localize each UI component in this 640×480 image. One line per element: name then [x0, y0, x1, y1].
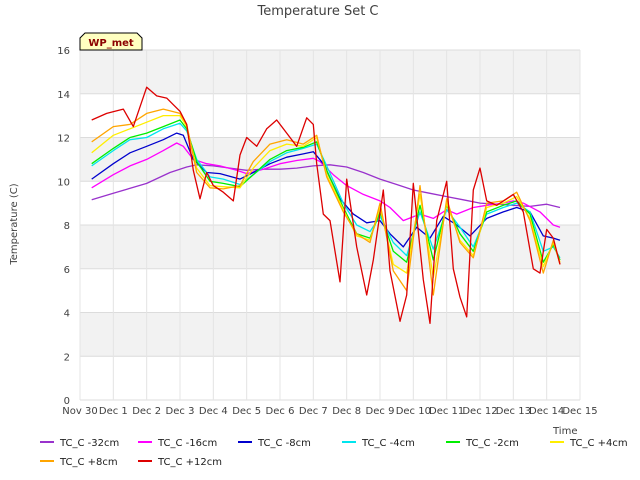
series-line-0: [91, 164, 561, 209]
x-tick-label: Dec 12: [462, 406, 497, 417]
legend: TC_C -32cm TC_C -16cm TC_C -8cm TC_C -4cm TC…: [40, 438, 628, 468]
grid-lines: [79, 49, 581, 401]
legend-item: TC_C -16cm: [138, 438, 217, 449]
x-tick-label: Dec 2: [132, 406, 161, 417]
y-tick-label: 4: [64, 309, 70, 320]
legend-label: TC_C +12cm: [157, 457, 222, 468]
y-axis-ticks: 0 2 4 6 8 10 12 14 16: [57, 46, 70, 407]
legend-label: TC_C -4cm: [361, 438, 415, 449]
x-tick-label: Dec 4: [199, 406, 228, 417]
x-axis-label: Time: [552, 426, 577, 437]
legend-item: TC_C -8cm: [238, 438, 311, 449]
y-tick-label: 2: [64, 352, 70, 363]
y-tick-label: 16: [57, 46, 70, 57]
x-axis-ticks: Nov 30 Dec 1 Dec 2 Dec 3 Dec 4 Dec 5 Dec 6 Dec …: [62, 406, 597, 417]
legend-item: TC_C -32cm: [40, 438, 119, 449]
legend-item: TC_C +8cm: [40, 457, 118, 468]
x-tick-label: Nov 30: [62, 406, 97, 417]
badge-shape: [79, 32, 143, 51]
station-badge: WP_met: [79, 32, 143, 51]
y-tick-label: 12: [57, 134, 70, 145]
x-tick-label: Dec 10: [396, 406, 431, 417]
plot-band: [80, 50, 580, 94]
y-tick-label: 0: [64, 396, 70, 407]
x-tick-label: Dec 15: [562, 406, 597, 417]
series-line-7: [91, 86, 561, 325]
legend-item: TC_C +4cm: [550, 438, 628, 449]
x-tick-label: Dec 13: [496, 406, 531, 417]
chart-title: Temperature Set C: [256, 4, 378, 19]
legend-label: TC_C +4cm: [569, 438, 628, 449]
badge-label: WP_met: [88, 38, 134, 49]
plot-band: [80, 312, 580, 357]
x-tick-label: Dec 3: [166, 406, 195, 417]
x-tick-label: Dec 14: [529, 406, 564, 417]
legend-item: TC_C -2cm: [446, 438, 519, 449]
y-axis-label: Temperature (C): [9, 183, 20, 265]
series-line-4: [91, 119, 561, 263]
series-line-5: [91, 114, 561, 279]
legend-label: TC_C -32cm: [59, 438, 119, 449]
legend-label: TC_C -2cm: [465, 438, 519, 449]
x-tick-label: Dec 9: [366, 406, 395, 417]
x-tick-label: Dec 8: [332, 406, 361, 417]
x-tick-label: Dec 6: [266, 406, 295, 417]
series-lines: [91, 86, 561, 325]
legend-item: TC_C -4cm: [342, 438, 415, 449]
x-tick-label: Dec 7: [299, 406, 328, 417]
series-line-1: [91, 142, 561, 228]
y-tick-label: 14: [57, 90, 70, 101]
y-tick-label: 8: [64, 221, 70, 232]
legend-label: TC_C -8cm: [257, 438, 311, 449]
plot-band: [80, 225, 580, 269]
legend-item: TC_C +12cm: [138, 457, 222, 468]
x-tick-label: Dec 11: [429, 406, 464, 417]
y-tick-label: 6: [64, 265, 70, 276]
legend-label: TC_C +8cm: [59, 457, 118, 468]
x-tick-label: Dec 1: [99, 406, 128, 417]
legend-label: TC_C -16cm: [157, 438, 217, 449]
x-tick-label: Dec 5: [232, 406, 261, 417]
y-tick-label: 10: [57, 177, 70, 188]
series-line-3: [91, 122, 561, 259]
